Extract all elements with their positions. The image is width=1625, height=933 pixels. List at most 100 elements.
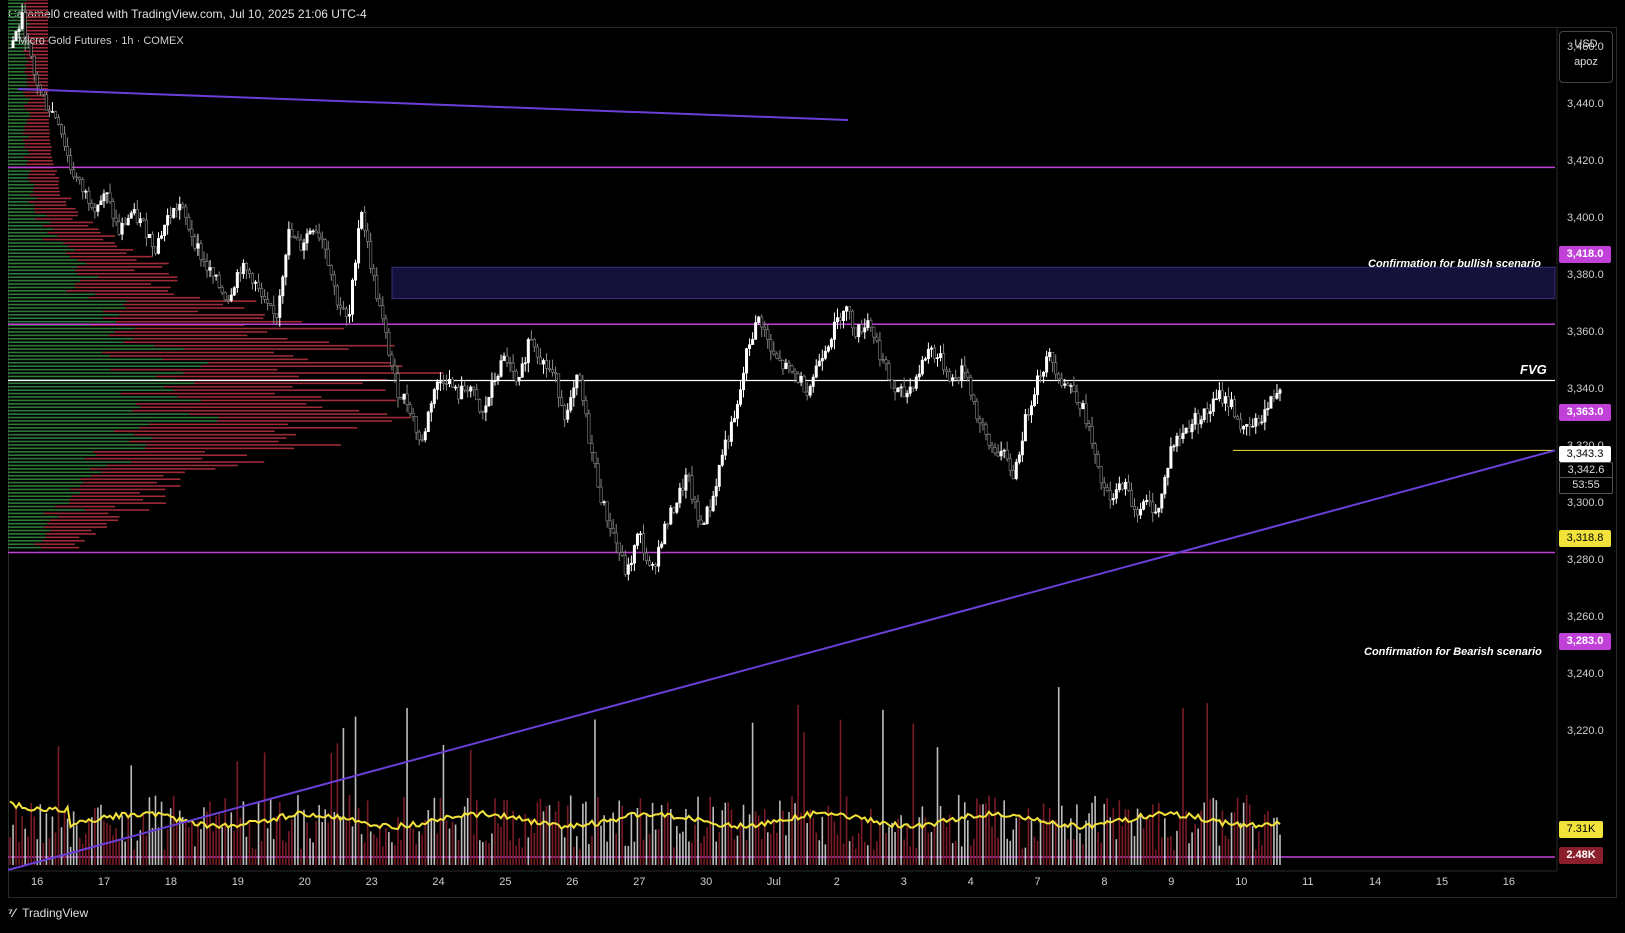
profile-bar-sell — [162, 358, 308, 361]
profile-bar-buy — [8, 348, 184, 350]
candle-body — [648, 560, 652, 566]
candle-body — [1093, 443, 1097, 455]
candle-body — [1233, 399, 1237, 418]
currency-selector[interactable]: USD apoz — [1559, 31, 1613, 83]
candle-body — [705, 506, 709, 524]
candle-body — [96, 204, 100, 212]
candle-body — [611, 528, 615, 534]
profile-bar-buy — [8, 478, 81, 480]
candle-body — [1205, 408, 1209, 414]
profile-bar-buy — [8, 413, 190, 415]
candle-body — [487, 397, 491, 407]
profile-bar-sell — [183, 348, 349, 350]
profile-bar-sell — [26, 57, 49, 59]
profile-bar-sell — [35, 218, 73, 220]
candle-body — [1026, 414, 1030, 416]
candle-body — [1181, 432, 1185, 439]
date-tick-label: 24 — [432, 876, 445, 888]
candle-body — [214, 274, 218, 277]
candle-body — [757, 316, 761, 323]
profile-bar-buy — [8, 112, 30, 114]
candle-body — [1266, 408, 1270, 410]
candle-body — [581, 379, 585, 401]
candle-body — [793, 371, 797, 375]
candle-body — [284, 254, 288, 278]
candle-body — [320, 237, 324, 241]
close-price-badge: 3,342.6 — [1559, 462, 1613, 479]
candle-body — [832, 321, 836, 340]
candle-body — [478, 399, 482, 412]
candle-body — [254, 281, 258, 284]
profile-bar-buy — [8, 146, 25, 148]
candle-body — [935, 357, 939, 359]
profile-bar-sell — [77, 266, 163, 268]
candle-body — [329, 265, 333, 276]
candle-body — [138, 218, 142, 224]
candle-body — [835, 317, 839, 323]
volume-ma-line — [9, 800, 1281, 831]
profile-bar-sell — [22, 132, 51, 135]
candles — [8, 3, 1282, 581]
candle-body — [857, 324, 861, 338]
profile-bar-sell — [24, 94, 49, 97]
candle-body — [645, 552, 649, 562]
profile-bar-buy — [8, 2, 24, 5]
profile-bar-sell — [77, 259, 137, 261]
profile-bar-buy — [8, 105, 24, 107]
candle-body — [260, 288, 264, 297]
profile-bar-buy — [8, 159, 29, 162]
candle-body — [56, 117, 60, 125]
profile-bar-buy — [8, 12, 24, 15]
price-tick-label: 3,440.0 — [1567, 97, 1604, 110]
profile-bar-sell — [30, 170, 57, 172]
profile-bar-buy — [8, 252, 67, 255]
bullish-trendline[interactable] — [7, 449, 1556, 871]
scale-mode-label: apoz — [1574, 56, 1598, 68]
profile-bar-sell — [45, 533, 96, 535]
bearish-confirmation-label: Confirmation for Bearish scenario — [1364, 646, 1542, 658]
candle-body — [990, 445, 994, 449]
candle-body — [535, 346, 539, 358]
profile-bar-sell — [129, 440, 279, 443]
candle-body — [293, 236, 297, 239]
profile-bar-buy — [8, 125, 25, 128]
bearish-trendline[interactable] — [17, 88, 849, 121]
symbol-title[interactable]: Micro Gold Futures · 1h · COMEX — [18, 35, 184, 47]
price-tick-label: 3,240.0 — [1567, 668, 1604, 681]
profile-bar-buy — [8, 481, 84, 484]
profile-bar-buy — [8, 454, 97, 457]
candle-body — [554, 371, 558, 375]
profile-bar-sell — [80, 279, 178, 282]
profile-bar-sell — [29, 43, 49, 46]
candle-body — [1020, 440, 1024, 456]
profile-bar-buy — [8, 495, 72, 498]
candle-body — [35, 74, 39, 86]
candle-body — [481, 411, 485, 413]
profile-bar-sell — [24, 142, 51, 145]
candle-body — [1154, 511, 1158, 514]
candle-body — [1226, 396, 1230, 408]
profile-bar-buy — [8, 231, 48, 234]
candle-body — [205, 261, 209, 271]
profile-bar-buy — [8, 327, 135, 330]
candle-body — [681, 487, 685, 491]
footer-brand[interactable]: ⁷⁄ TradingView — [8, 906, 88, 920]
candle-body — [1005, 449, 1009, 460]
candle-body — [93, 207, 97, 212]
candle-body — [1148, 499, 1152, 503]
profile-bar-buy — [8, 529, 51, 532]
profile-bar-buy — [8, 502, 70, 504]
candle-body — [887, 363, 891, 381]
profile-bar-sell — [70, 498, 143, 501]
candle-body — [651, 564, 655, 566]
candle-body — [699, 519, 703, 525]
candle-body — [1032, 394, 1036, 407]
candle-body — [932, 347, 936, 359]
candle-body — [393, 365, 397, 374]
candle-body — [72, 169, 76, 178]
candle-body — [966, 371, 970, 378]
candle-body — [529, 339, 533, 341]
candle-body — [614, 532, 618, 544]
candle-body — [823, 350, 827, 359]
